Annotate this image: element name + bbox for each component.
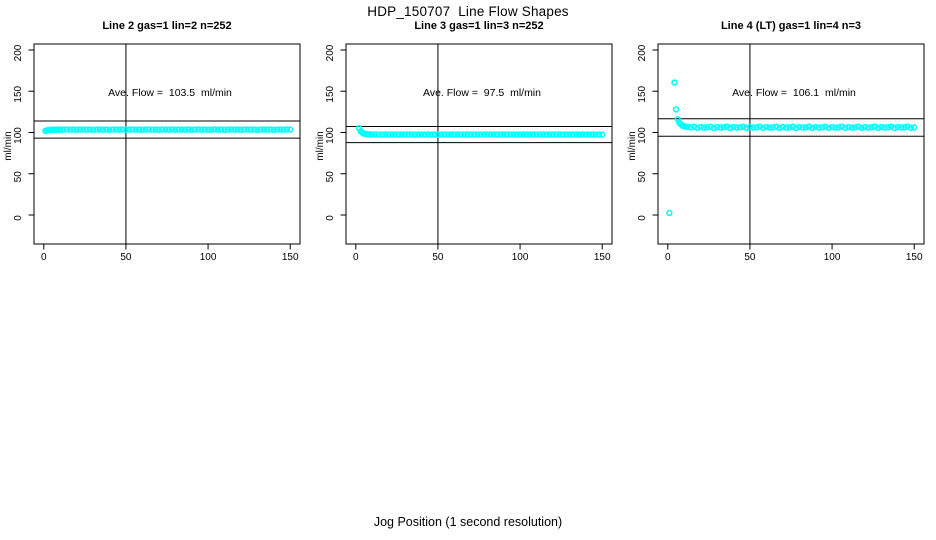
x-tick-label: 150 — [282, 252, 299, 263]
y-tick-label: 100 — [325, 127, 336, 144]
x-tick-label: 150 — [594, 252, 611, 263]
x-tick-label: 150 — [906, 252, 923, 263]
scatter-plot: 0 50 100 150 0 50 100 150 200 ml/min — [3, 43, 301, 263]
x-tick-label: 50 — [744, 252, 756, 263]
y-tick-label: 100 — [637, 127, 648, 144]
data-points — [355, 124, 606, 138]
data-points — [666, 79, 918, 217]
y-axis-unit-label: ml/min — [315, 131, 326, 160]
scatter-plot: 0 50 100 150 0 50 100 150 200 ml/min — [627, 43, 925, 263]
y-axis-unit-label: ml/min — [3, 131, 14, 160]
x-axis-label: Jog Position (1 second resolution) — [373, 515, 563, 529]
panel-line2: Line 2 gas=1 lin=2 n=252 Ave. Flow = 103… — [0, 0, 312, 280]
panel-title: Line 4 (LT) gas=1 lin=4 n=3 — [720, 20, 862, 32]
x-tick-label: 0 — [665, 252, 671, 263]
x-tick-label: 100 — [200, 252, 217, 263]
y-tick-label: 0 — [637, 215, 648, 221]
y-tick-label: 200 — [13, 44, 24, 61]
y-tick-label: 150 — [637, 85, 648, 102]
y-tick-label: 50 — [637, 171, 648, 183]
y-tick-label: 100 — [13, 127, 24, 144]
y-tick-label: 50 — [13, 171, 24, 183]
ave-flow-annotation: Ave. Flow = 97.5 ml/min — [423, 87, 541, 99]
y-tick-label: 200 — [325, 44, 336, 61]
y-tick-label: 200 — [637, 44, 648, 61]
plot-box — [345, 43, 613, 245]
y-tick-label: 150 — [325, 85, 336, 102]
data-points — [42, 126, 294, 135]
x-tick-label: 0 — [353, 252, 359, 263]
panel-title: Line 3 gas=1 lin=3 n=252 — [414, 20, 544, 32]
plot-box — [33, 43, 301, 245]
y-tick-label: 150 — [13, 85, 24, 102]
x-tick-label: 100 — [824, 252, 841, 263]
ave-flow-annotation: Ave. Flow = 106.1 ml/min — [732, 87, 856, 99]
plot-box — [657, 43, 925, 245]
figure-title: HDP_150707 Line Flow Shapes — [367, 4, 569, 19]
panel-line3: Line 3 gas=1 lin=3 n=252 Ave. Flow = 97.… — [312, 0, 624, 280]
y-tick-label: 0 — [13, 215, 24, 221]
ave-flow-annotation: Ave. Flow = 103.5 ml/min — [108, 87, 232, 99]
y-axis-unit-label: ml/min — [627, 131, 638, 160]
y-tick-label: 0 — [325, 215, 336, 221]
panel-title: Line 2 gas=1 lin=2 n=252 — [102, 20, 232, 32]
panel-line4: Line 4 (LT) gas=1 lin=4 n=3 Ave. Flow = … — [624, 0, 936, 280]
x-tick-label: 50 — [120, 252, 132, 263]
x-tick-label: 50 — [432, 252, 444, 263]
scatter-plot: 0 50 100 150 0 50 100 150 200 ml/min — [315, 43, 613, 263]
x-tick-label: 0 — [41, 252, 47, 263]
y-tick-label: 50 — [325, 171, 336, 183]
x-tick-label: 100 — [512, 252, 529, 263]
